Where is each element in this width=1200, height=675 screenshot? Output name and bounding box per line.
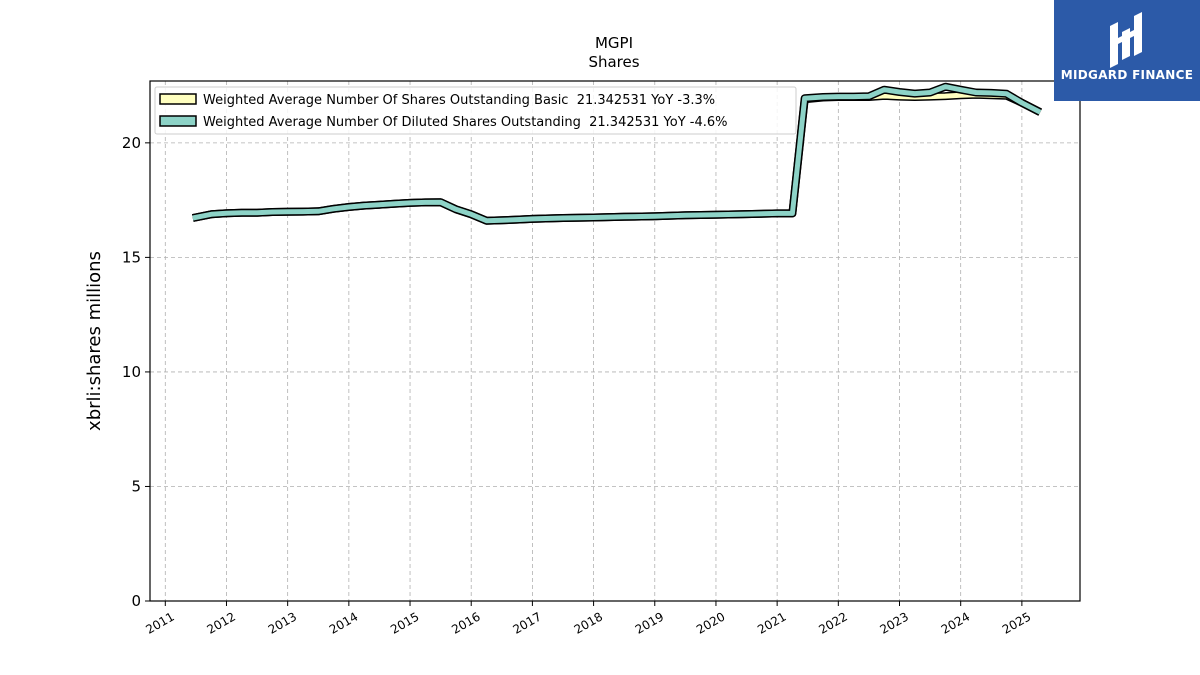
x-tick-label: 2012	[205, 609, 238, 636]
midgard-logo-icon	[1110, 12, 1142, 68]
x-tick-label: 2019	[633, 609, 666, 636]
legend-label-basic: Weighted Average Number Of Shares Outsta…	[203, 93, 715, 108]
legend-swatch-basic	[159, 93, 197, 105]
series-lines	[192, 82, 1043, 225]
chart-subtitle: Shares	[588, 53, 639, 71]
y-tick-label: 10	[122, 363, 141, 381]
x-tick-label: 2025	[1000, 609, 1033, 636]
y-tick-label: 5	[131, 477, 141, 495]
x-tick-label: 2022	[816, 609, 849, 636]
y-axis-label: xbrli:shares millions	[84, 251, 105, 431]
grid-lines	[150, 81, 1080, 602]
plot-frame	[149, 80, 1081, 602]
series-line-diluted	[192, 84, 1042, 224]
y-tick-label: 20	[122, 134, 141, 152]
legend-label-diluted: Weighted Average Number Of Diluted Share…	[203, 115, 728, 130]
x-tick-label: 2021	[755, 609, 788, 636]
brand-name: MIDGARD FINANCE	[1060, 68, 1194, 82]
legend-swatch-diluted	[159, 115, 197, 127]
y-tick-label: 15	[122, 248, 141, 266]
y-tick-label: 0	[131, 592, 141, 610]
x-tick-label: 2017	[510, 609, 543, 636]
legend: Weighted Average Number Of Shares Outsta…	[154, 86, 797, 135]
x-tick-label: 2016	[449, 609, 482, 636]
x-tick-label: 2023	[878, 609, 911, 636]
x-tick-label: 2013	[266, 609, 299, 636]
legend-box	[154, 86, 797, 135]
x-tick-label: 2020	[694, 609, 727, 636]
x-tick-label: 2014	[327, 609, 360, 636]
chart-title: MGPI	[595, 34, 633, 52]
x-tick-label: 2015	[388, 609, 421, 636]
x-tick-label: 2011	[143, 609, 176, 636]
brand-logo: MIDGARD FINANCE	[1054, 0, 1200, 101]
x-tick-label: 2024	[939, 609, 972, 636]
x-tick-label: 2018	[572, 609, 605, 636]
